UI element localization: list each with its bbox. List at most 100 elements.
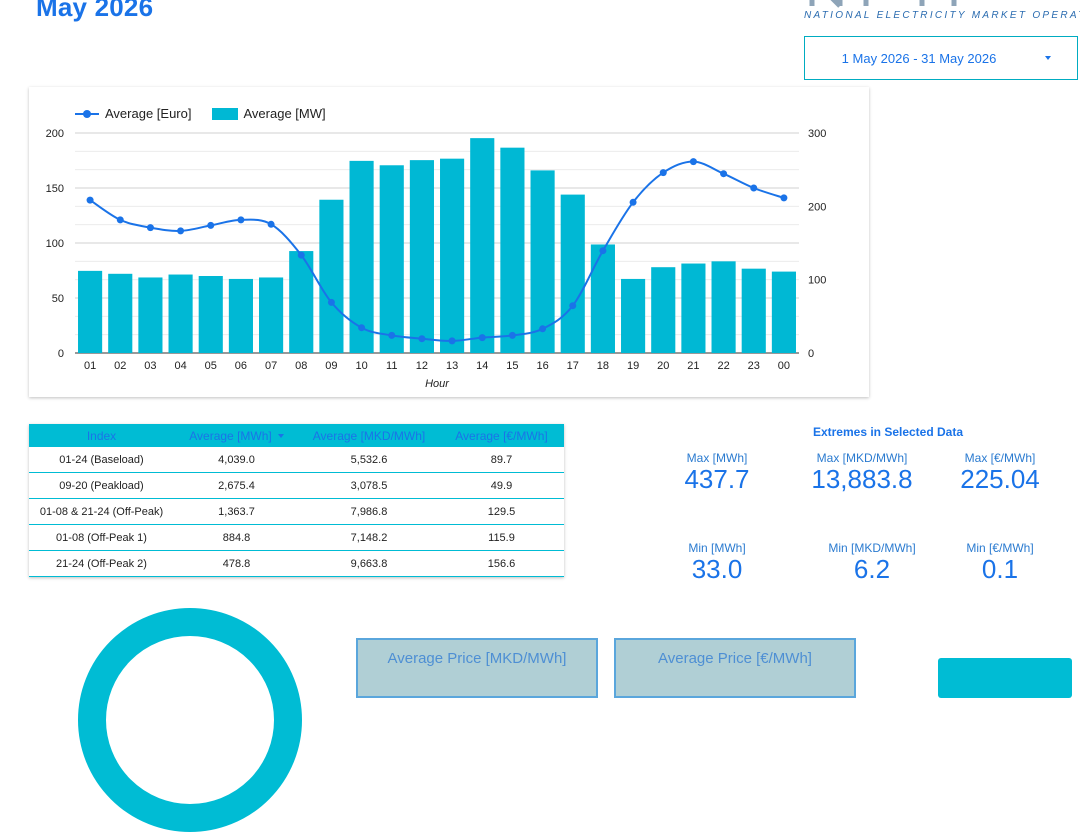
table-header-row: Index Average [MWh] Average [MKD/MWh] Av…	[29, 424, 564, 447]
x-tick-label: 02	[114, 360, 126, 372]
bar-mw	[560, 194, 585, 353]
avg-price-eur-card: Average Price [€/MWh]	[614, 638, 856, 698]
avg-price-eur-label: Average Price [€/MWh]	[658, 650, 812, 667]
point-euro	[358, 324, 366, 332]
x-tick-label: 12	[416, 360, 428, 372]
x-tick-label: 22	[717, 360, 729, 372]
right-axis-tick-label: 0	[808, 348, 814, 360]
table-row: 09-20 (Peakload) 2,675.4 3,078.5 49.9	[29, 472, 564, 499]
table-row: 01-24 (Baseload) 4,039.0 5,532.6 89.7	[29, 447, 564, 473]
avg-price-mkd-label: Average Price [MKD/MWh]	[387, 650, 567, 667]
bar-mw	[228, 278, 253, 353]
x-tick-label: 09	[325, 360, 337, 372]
x-tick-label: 08	[295, 360, 307, 372]
legend-item-mw[interactable]: Average [MW]	[212, 106, 326, 121]
x-tick-label: 03	[144, 360, 156, 372]
bar-mw	[379, 165, 404, 353]
point-euro	[629, 198, 637, 206]
date-range-picker[interactable]: 1 May 2026 - 31 May 2026	[804, 36, 1078, 80]
bar-mw	[470, 138, 495, 353]
x-tick-label: 20	[657, 360, 669, 372]
point-euro	[267, 220, 275, 228]
bar-mw	[409, 160, 434, 353]
bar-mw	[319, 199, 344, 353]
bar-mw	[259, 277, 284, 353]
hourly-chart: 0 50 100 150 200 0 100 200 300 01 02 03 04 05 06 07 08 09…	[29, 87, 869, 397]
left-axis-tick-label: 50	[52, 293, 64, 305]
bar-mw	[440, 158, 465, 353]
logo-graphic	[809, 0, 957, 8]
col-header-mwh[interactable]: Average [MWh]	[174, 424, 299, 447]
bar-mw	[771, 271, 796, 353]
x-tick-label: 23	[748, 360, 760, 372]
col-header-mkd[interactable]: Average [MKD/MWh]	[299, 424, 439, 447]
point-euro	[539, 325, 547, 333]
chart-legend: Average [Euro] Average [MW]	[75, 106, 347, 121]
bar-mw	[741, 268, 766, 353]
left-axis-tick-label: 100	[46, 238, 64, 250]
point-euro	[418, 335, 426, 343]
bar-mw	[138, 277, 163, 353]
x-tick-label: 17	[567, 360, 579, 372]
bar-mw	[108, 273, 133, 353]
right-axis-tick-label: 300	[808, 128, 826, 140]
table-row: 21-24 (Off-Peak 2) 478.8 9,663.8 156.6	[29, 550, 564, 577]
point-euro	[750, 184, 758, 192]
point-euro	[207, 221, 215, 229]
logo-subtitle: NATIONAL ELECTRICITY MARKET OPERATOR	[804, 10, 1080, 21]
point-euro	[780, 194, 788, 202]
x-tick-label: 10	[355, 360, 367, 372]
point-euro	[237, 216, 245, 224]
col-header-index[interactable]: Index	[29, 424, 174, 447]
table-row: 01-08 (Off-Peak 1) 884.8 7,148.2 115.9	[29, 524, 564, 551]
point-euro	[508, 331, 516, 339]
nemo-logo	[804, 0, 1080, 22]
left-axis-tick-label: 150	[46, 183, 64, 195]
bar-mw	[711, 261, 736, 353]
page-title: May 2026	[36, 0, 154, 22]
point-euro	[448, 337, 456, 345]
bar-mw	[621, 278, 646, 353]
right-axis-tick-label: 200	[808, 201, 826, 213]
point-euro	[146, 224, 154, 232]
x-tick-label: 04	[174, 360, 186, 372]
sort-desc-icon	[277, 434, 284, 439]
kpi-min-mkd: Min [MKD/MWh] 6.2	[828, 541, 916, 584]
point-euro	[327, 298, 335, 306]
x-tick-label: 01	[84, 360, 96, 372]
x-tick-label: 18	[597, 360, 609, 372]
legend-item-euro[interactable]: Average [Euro]	[75, 106, 191, 121]
x-tick-label: 16	[536, 360, 548, 372]
x-tick-label: 19	[627, 360, 639, 372]
x-tick-label: 21	[687, 360, 699, 372]
point-euro	[116, 216, 124, 224]
point-euro	[478, 334, 486, 342]
gauge-donut	[78, 608, 302, 832]
point-euro	[388, 331, 396, 339]
kpi-max-mkd: Max [MKD/MWh] 13,883.8	[811, 451, 913, 494]
point-euro	[599, 247, 607, 255]
point-euro	[297, 251, 305, 259]
x-tick-label: 07	[265, 360, 277, 372]
legend-label-euro: Average [Euro]	[105, 106, 192, 121]
extremes-title: Extremes in Selected Data	[812, 425, 964, 439]
teal-action-button[interactable]	[938, 658, 1072, 698]
avg-price-mkd-card: Average Price [MKD/MWh]	[356, 638, 598, 698]
bar-mw	[681, 263, 706, 353]
bar-mw	[168, 274, 193, 353]
point-euro	[689, 158, 697, 166]
index-table: Index Average [MWh] Average [MKD/MWh] Av…	[29, 424, 564, 577]
col-header-eur[interactable]: Average [€/MWh]	[439, 424, 564, 447]
kpi-max-eur: Max [€/MWh] 225.04	[960, 451, 1040, 494]
left-axis-tick-label: 0	[58, 348, 64, 360]
bar-mw	[530, 170, 555, 353]
point-euro	[177, 227, 185, 235]
x-tick-label: 15	[506, 360, 518, 372]
bar-mw	[590, 244, 615, 353]
table-row: 01-08 & 21-24 (Off-Peak) 1,363.7 7,986.8 12…	[29, 498, 564, 525]
kpi-min-mwh: Min [MWh] 33.0	[688, 541, 746, 584]
dropdown-caret-icon[interactable]	[1045, 56, 1051, 60]
point-euro	[720, 170, 728, 178]
bar-mw	[651, 267, 676, 353]
